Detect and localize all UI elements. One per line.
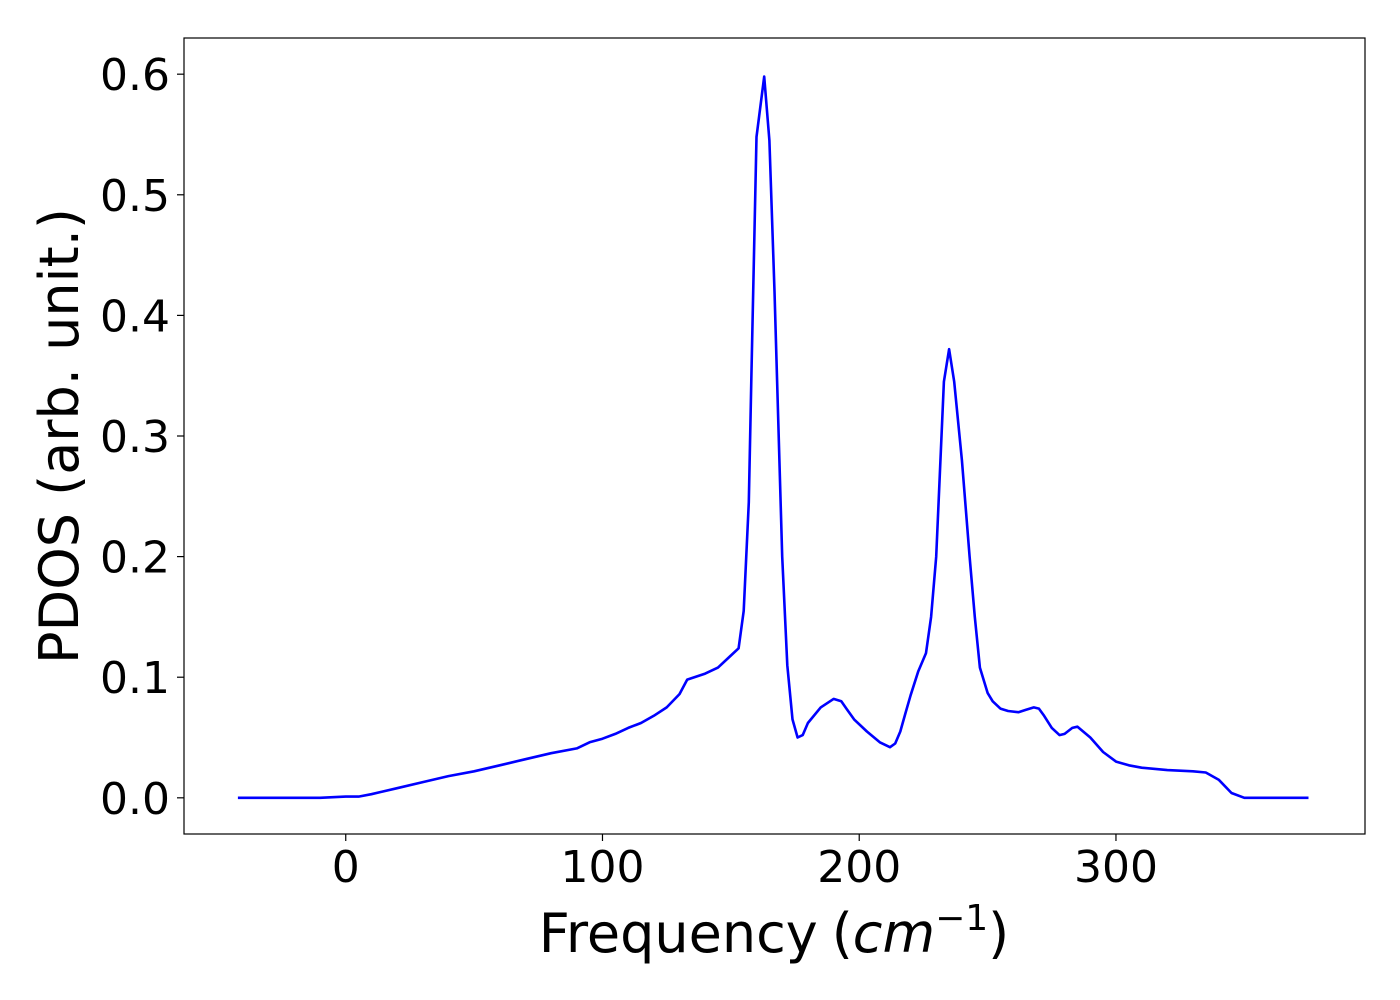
plot-area: [184, 38, 1365, 834]
y-tick-label: 0.5: [100, 171, 170, 222]
series-line-0: [237, 75, 1309, 800]
x-tick-label: 0: [332, 842, 360, 893]
x-tick-label: 200: [817, 842, 901, 893]
series-layer: [237, 75, 1309, 800]
x-axis-title-text: Frequency: [539, 902, 818, 965]
y-tick-label: 0.6: [100, 50, 170, 101]
y-axis-title: PDOS (arb. unit.): [28, 208, 91, 664]
x-tick-label: 100: [560, 842, 644, 893]
x-axis-unit-open: (: [832, 902, 853, 965]
x-axis-ticks: 0 100 200 300: [332, 834, 1158, 893]
x-axis-unit-close: ): [988, 902, 1009, 965]
y-tick-label: 0.3: [100, 412, 170, 463]
y-tick-label: 0.4: [100, 291, 170, 342]
x-tick-label: 300: [1074, 842, 1158, 893]
x-axis-unit: cm: [853, 902, 935, 965]
y-axis-ticks: 0.0 0.1 0.2 0.3 0.4 0.5 0.6: [100, 50, 184, 825]
y-tick-label: 0.2: [100, 533, 170, 584]
x-axis-title: Frequency (cm−1): [539, 898, 1010, 965]
y-tick-label: 0.1: [100, 653, 170, 704]
y-tick-label: 0.0: [100, 774, 170, 825]
x-axis-unit-exponent: −1: [935, 898, 988, 939]
